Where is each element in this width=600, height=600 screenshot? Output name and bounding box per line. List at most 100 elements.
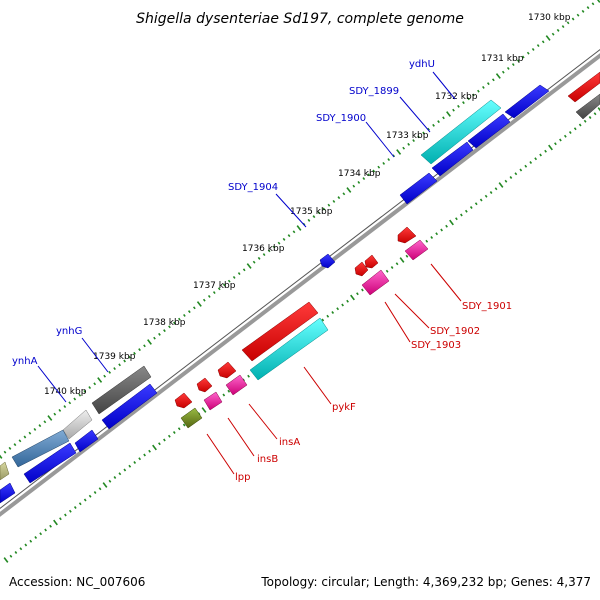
gene-feature[interactable] bbox=[0, 482, 16, 504]
tick-mark bbox=[296, 225, 302, 231]
accession-text: Accession: NC_007606 bbox=[9, 575, 145, 589]
tick-mark bbox=[307, 218, 311, 222]
gene-feature[interactable] bbox=[249, 317, 329, 381]
tick-mark bbox=[14, 551, 18, 554]
gene-feature-insA[interactable] bbox=[217, 361, 237, 379]
tick-mark bbox=[321, 318, 325, 322]
tick-mark bbox=[521, 55, 525, 59]
gene-feature[interactable] bbox=[74, 429, 99, 453]
tick-mark bbox=[402, 146, 406, 150]
tick-mark bbox=[262, 253, 266, 257]
gene-feature[interactable] bbox=[225, 374, 248, 396]
gene-feature-SDY_1901[interactable] bbox=[397, 226, 417, 244]
tick-mark bbox=[97, 377, 103, 383]
tick-mark bbox=[143, 453, 146, 457]
label-leaders bbox=[37, 71, 462, 475]
tick-mark bbox=[545, 35, 551, 41]
gene-label[interactable]: pykF bbox=[332, 402, 356, 413]
tick-mark bbox=[372, 169, 376, 173]
gene-feature-lpp[interactable] bbox=[174, 392, 193, 409]
gene-label[interactable]: SDY_1904 bbox=[228, 182, 278, 193]
tick-mark bbox=[33, 427, 37, 431]
tick-mark bbox=[425, 239, 429, 243]
gene-label[interactable]: SDY_1903 bbox=[411, 340, 461, 351]
tick-mark bbox=[322, 207, 326, 211]
gene-feature-ynhG[interactable] bbox=[91, 365, 152, 415]
tick-mark bbox=[207, 294, 211, 298]
gene-feature-SDY_1904[interactable] bbox=[319, 253, 336, 269]
tick-mark bbox=[292, 230, 296, 234]
gene-feature[interactable] bbox=[567, 71, 600, 103]
tick-mark bbox=[227, 279, 231, 283]
tick-mark bbox=[430, 236, 434, 239]
tick-mark bbox=[312, 215, 316, 219]
tick-mark bbox=[486, 82, 490, 86]
tick-mark bbox=[362, 177, 366, 181]
gene-feature[interactable] bbox=[575, 93, 600, 120]
tick-mark bbox=[591, 2, 595, 6]
tick-mark bbox=[482, 85, 485, 89]
gene-label[interactable]: SDY_1899 bbox=[349, 86, 399, 97]
gene-feature[interactable] bbox=[399, 172, 438, 205]
gene-label[interactable]: ynhA bbox=[12, 356, 38, 367]
tick-mark bbox=[29, 539, 33, 543]
tick-mark bbox=[247, 374, 250, 378]
tick-mark bbox=[432, 123, 435, 127]
gene-feature-ydhU[interactable] bbox=[420, 99, 502, 165]
tick-mark bbox=[3, 557, 9, 563]
tick-mark bbox=[201, 407, 207, 413]
tick-mark bbox=[357, 180, 361, 184]
tick-mark bbox=[152, 444, 157, 451]
tick-mark bbox=[196, 301, 202, 307]
tick-mark bbox=[472, 93, 475, 97]
tick-mark bbox=[531, 47, 535, 51]
gene-label[interactable]: insA bbox=[279, 437, 300, 448]
gene-label[interactable]: ydhU bbox=[409, 59, 435, 70]
gene-feature[interactable] bbox=[203, 391, 223, 411]
gene-label[interactable]: SDY_1900 bbox=[316, 113, 366, 124]
gene-feature-insB[interactable] bbox=[196, 377, 213, 393]
gene-feature[interactable] bbox=[62, 409, 93, 440]
gene-label[interactable]: SDY_1902 bbox=[430, 326, 480, 337]
gene-feature[interactable] bbox=[467, 113, 511, 149]
tick-mark bbox=[544, 149, 547, 153]
gene-feature[interactable] bbox=[23, 442, 77, 484]
tick-mark bbox=[561, 25, 565, 29]
gene-feature[interactable] bbox=[101, 383, 158, 430]
gene-feature[interactable] bbox=[404, 239, 429, 261]
kbp-label: 1732 kbp bbox=[435, 92, 478, 102]
gene-label[interactable]: insB bbox=[257, 454, 278, 465]
tick-mark bbox=[568, 131, 572, 134]
gene-label[interactable]: ynhG bbox=[56, 326, 82, 337]
tick-mark bbox=[272, 245, 276, 249]
gene-feature-SDY_1903[interactable] bbox=[361, 269, 390, 296]
tick-mark bbox=[541, 40, 545, 44]
gene-feature-SDY_1902[interactable] bbox=[354, 261, 369, 277]
gene-feature[interactable] bbox=[180, 407, 203, 429]
tick-mark bbox=[24, 543, 28, 547]
tick-mark bbox=[68, 509, 72, 513]
tick-mark bbox=[597, 107, 600, 112]
gene-feature-pykF[interactable] bbox=[241, 301, 319, 362]
gene-feature[interactable] bbox=[431, 141, 474, 177]
gene-label[interactable]: SDY_1901 bbox=[462, 301, 512, 312]
tick-mark bbox=[332, 199, 336, 203]
tick-mark bbox=[252, 260, 256, 264]
gene-feature[interactable] bbox=[504, 84, 550, 119]
gene-feature[interactable] bbox=[364, 254, 379, 269]
tick-mark bbox=[495, 73, 501, 79]
tick-mark bbox=[267, 249, 271, 253]
tick-mark bbox=[588, 116, 592, 119]
tick-mark bbox=[183, 313, 186, 317]
tick-mark bbox=[232, 275, 236, 279]
gene-label[interactable]: lpp bbox=[235, 472, 250, 483]
tick-mark bbox=[163, 438, 166, 442]
gene-feature[interactable] bbox=[0, 461, 10, 481]
tick-mark bbox=[327, 203, 331, 207]
tick-mark bbox=[361, 288, 364, 292]
tick-mark bbox=[377, 165, 381, 169]
tick-mark bbox=[43, 420, 47, 424]
backbone-outer bbox=[0, 53, 600, 517]
tick-mark bbox=[467, 97, 470, 101]
gene-feature-ynhA[interactable] bbox=[11, 429, 70, 468]
